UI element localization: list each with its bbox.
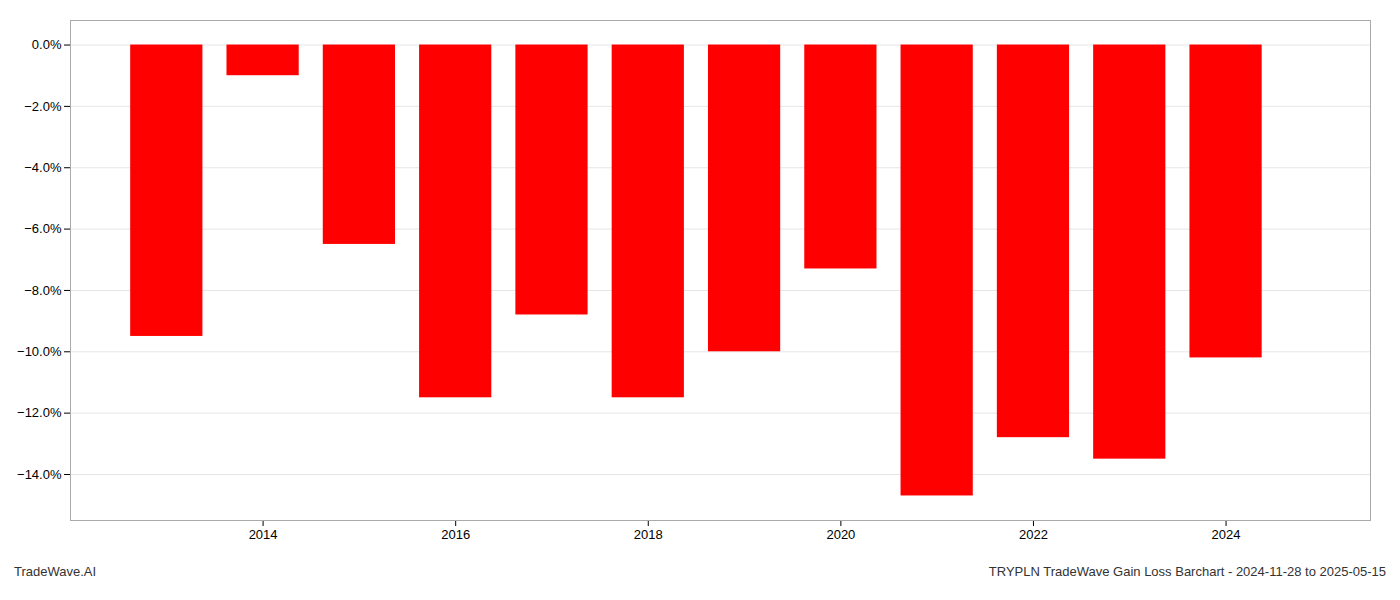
html-text:TradeWave.AI: TradeWave.AI — [14, 564, 97, 579]
svg-text:−2.0%: −2.0% — [24, 99, 62, 114]
svg-text:2018: 2018 — [634, 527, 663, 542]
html-text:TRYPLN TradeWave Gain Loss Bar: TRYPLN TradeWave Gain Loss Barchart - 20… — [988, 564, 1386, 579]
svg-text:2024: 2024 — [1212, 527, 1241, 542]
svg-text:−14.0%: −14.0% — [17, 467, 62, 482]
svg-text:−4.0%: −4.0% — [24, 160, 62, 175]
svg-text:−12.0%: −12.0% — [17, 405, 62, 420]
svg-text:2014: 2014 — [249, 527, 278, 542]
svg-text:0.0%: 0.0% — [32, 37, 62, 52]
svg-text:−6.0%: −6.0% — [24, 221, 62, 236]
svg-text:−8.0%: −8.0% — [24, 283, 62, 298]
svg-text:2022: 2022 — [1019, 527, 1048, 542]
svg-text:−10.0%: −10.0% — [17, 344, 62, 359]
svg-text:2016: 2016 — [441, 527, 470, 542]
svg-text:2020: 2020 — [826, 527, 855, 542]
